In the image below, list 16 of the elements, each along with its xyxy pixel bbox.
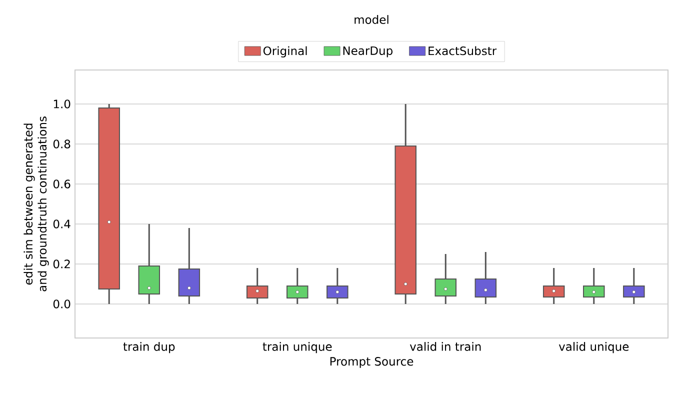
- x-tick-label: valid unique: [558, 342, 629, 354]
- y-tick-label: 0.4: [53, 220, 70, 228]
- y-tick-label: 1.0: [54, 100, 70, 108]
- x-tick-label: train unique: [262, 342, 332, 354]
- y-tick-label: 0.8: [53, 140, 70, 148]
- x-axis-title: Prompt Source: [330, 357, 414, 368]
- y-tick-label: 0.0: [53, 300, 70, 308]
- x-tick-label: train dup: [123, 342, 175, 354]
- legend-label: NearDup: [343, 46, 392, 58]
- legend-label: ExactSubstr: [428, 46, 497, 56]
- y-tick-label: 0.2: [53, 260, 70, 268]
- y-tick-label: 0.6: [53, 180, 70, 188]
- legend-label: Original: [263, 46, 307, 58]
- y-axis-title: edit sim between generated and groundtruth continuations: [24, 116, 49, 292]
- legend-title: model: [354, 15, 388, 24]
- x-tick-label: valid in train: [410, 342, 481, 351]
